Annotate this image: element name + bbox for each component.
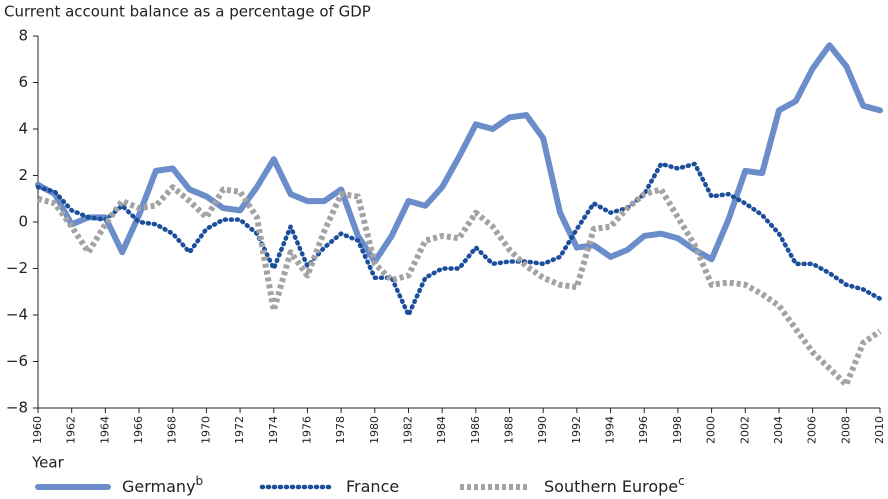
x-tick-label: 1992: [570, 416, 583, 444]
x-tick-label: 1962: [65, 416, 78, 444]
chart-title: Current account balance as a percentage …: [4, 3, 371, 21]
x-tick-label: 2000: [705, 416, 718, 444]
y-tick-label: 4: [18, 120, 28, 138]
x-tick-label: 1968: [166, 416, 179, 444]
x-tick-label: 2002: [738, 416, 751, 444]
legend-note: c: [678, 474, 685, 488]
legend-note: b: [196, 474, 204, 488]
x-tick-label: 1994: [604, 416, 617, 444]
x-tick-label: 1986: [469, 416, 482, 444]
series-line: [35, 42, 883, 265]
legend-label: Germanyb: [122, 474, 203, 496]
legend-name: Germany: [122, 477, 196, 496]
x-tick-label: 1960: [31, 416, 44, 444]
x-tick-label: 1974: [267, 416, 280, 444]
legend-label: France: [346, 477, 399, 496]
x-tick-label: 1964: [98, 416, 111, 444]
x-tick-label: 1972: [233, 416, 246, 444]
y-tick-label: −6: [6, 352, 28, 370]
series-line: [37, 184, 882, 388]
x-tick-label: 2006: [806, 416, 819, 444]
y-tick-label: −4: [6, 306, 28, 324]
x-tick-label: 1982: [401, 416, 414, 444]
y-tick-label: 2: [18, 166, 28, 184]
x-tick-label: 2004: [772, 416, 785, 444]
y-tick-label: 0: [18, 213, 28, 231]
x-tick-label: 1978: [334, 416, 347, 444]
x-tick-label: 1966: [132, 416, 145, 444]
x-tick-label: 1976: [300, 416, 313, 444]
x-tick-label: 1970: [199, 416, 212, 444]
x-tick-label: 1998: [671, 416, 684, 444]
series-line: [35, 161, 883, 318]
legend-name: France: [346, 477, 399, 496]
x-tick-label: 2010: [873, 416, 886, 444]
legend-name: Southern Europe: [544, 477, 678, 496]
x-tick-label: 1988: [503, 416, 516, 444]
y-tick-label: −8: [6, 399, 28, 417]
x-tick-label: 1990: [536, 416, 549, 444]
x-tick-label: 2008: [839, 416, 852, 444]
y-tick-label: −2: [6, 259, 28, 277]
x-axis-label: Year: [31, 454, 65, 472]
legend-label: Southern Europec: [544, 474, 685, 496]
y-tick-label: 8: [18, 27, 28, 45]
x-tick-label: 1980: [368, 416, 381, 444]
x-tick-label: 1984: [435, 416, 448, 444]
x-tick-label: 1996: [637, 416, 650, 444]
y-tick-label: 6: [18, 73, 28, 91]
